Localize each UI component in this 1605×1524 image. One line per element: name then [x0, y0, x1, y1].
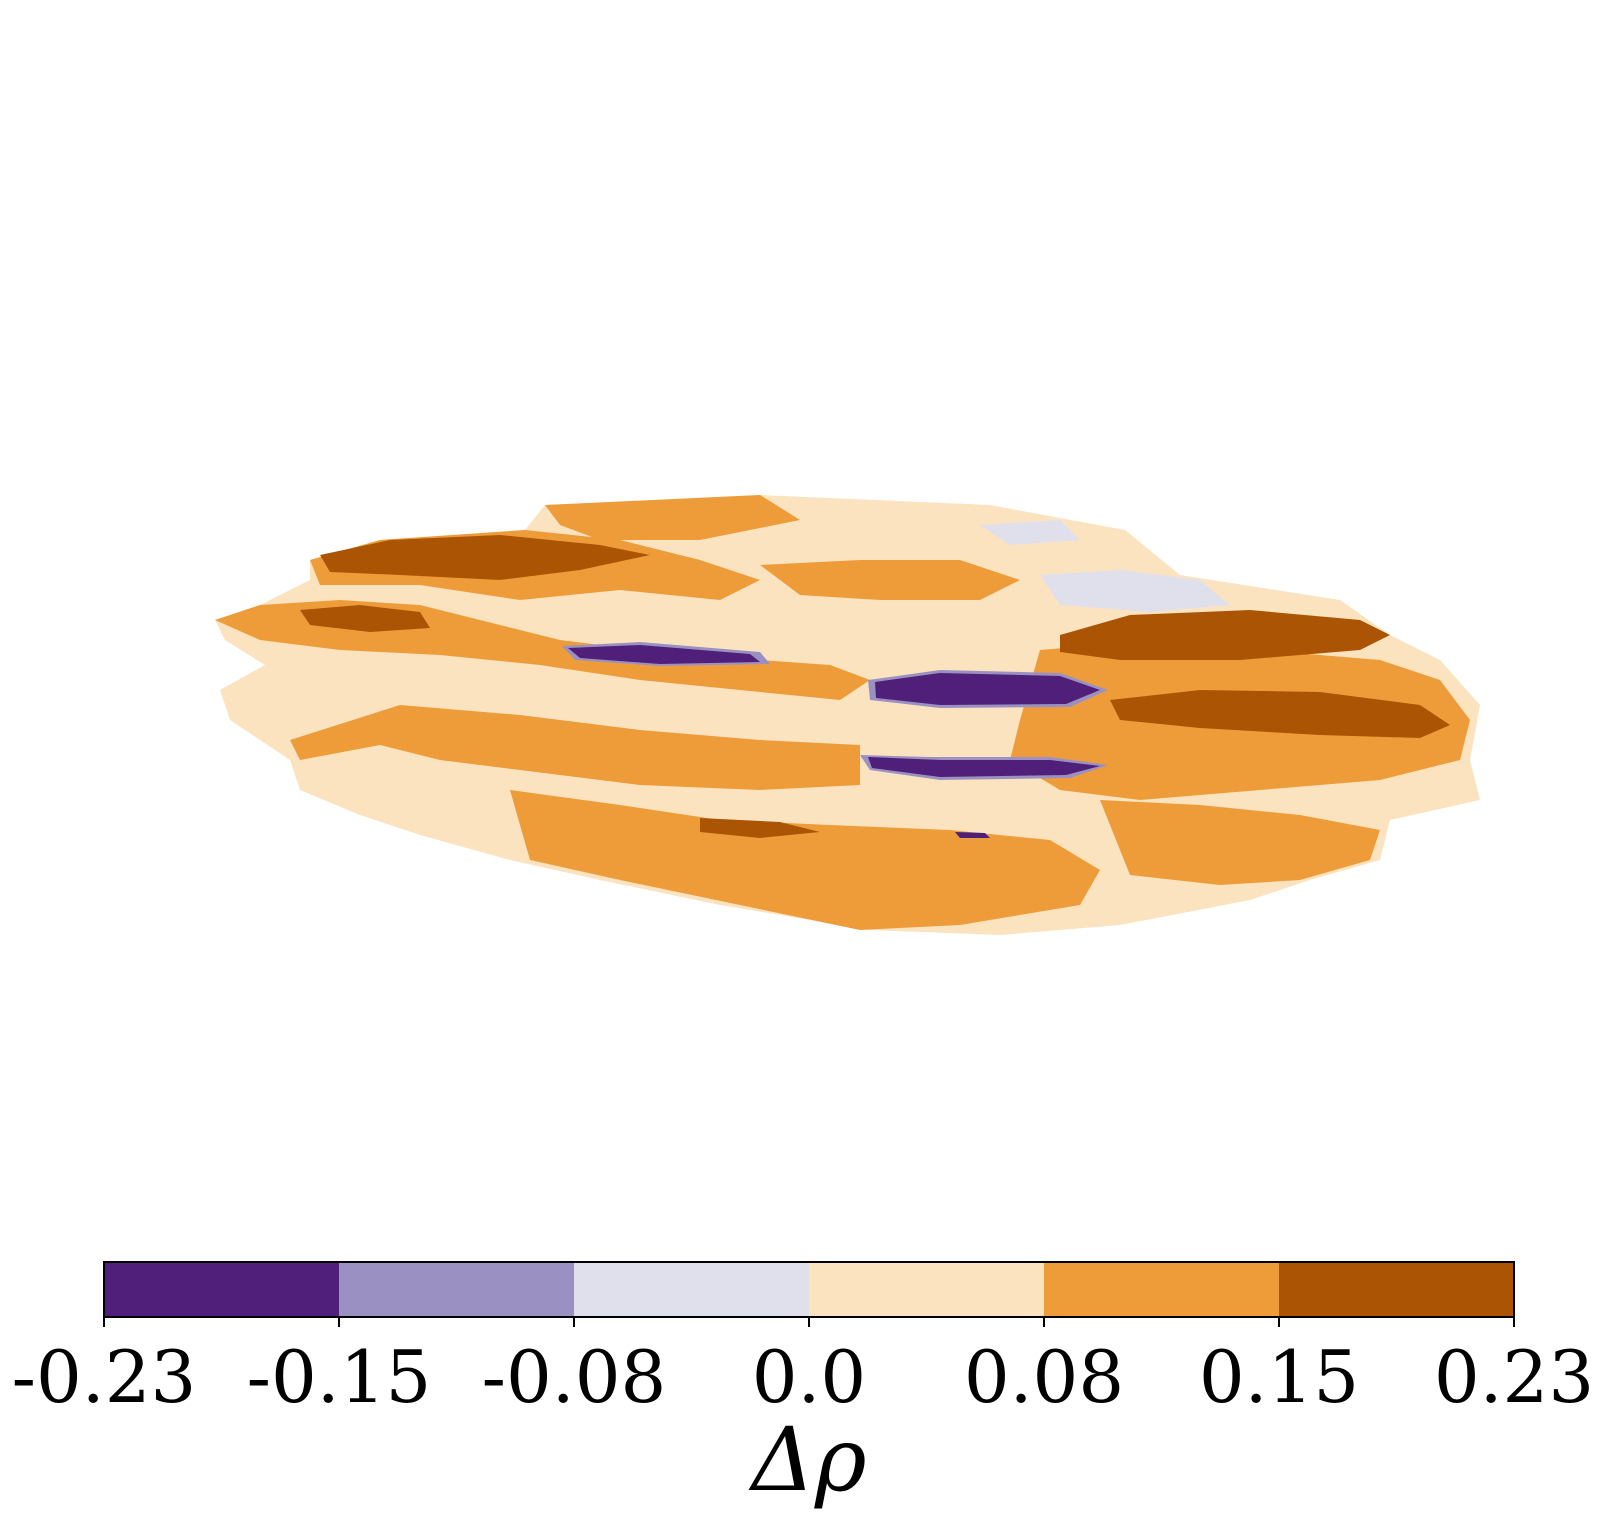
field-region-dark-3: [1060, 610, 1390, 660]
field-region-purple-1: [568, 645, 760, 664]
colorbar-tick-label: -0.15: [247, 1335, 432, 1419]
field-region-orange-1: [545, 495, 800, 540]
colorbar-label: Δρ: [748, 1408, 867, 1511]
field-region-orange-4: [290, 705, 860, 790]
colorbar: -0.23 -0.15 -0.08 0.0 0.08 0.15 0.23 Δρ: [12, 1261, 1594, 1511]
field-region-orange-8: [760, 560, 1020, 600]
colorbar-segment: [574, 1262, 810, 1317]
field-region-dark-1: [320, 535, 650, 580]
field-region-orange-5: [510, 790, 1100, 930]
colorbar-segment: [339, 1262, 575, 1317]
colorbar-ticks: -0.23 -0.15 -0.08 0.0 0.08 0.15 0.23: [12, 1317, 1594, 1419]
colorbar-tick-label: 0.23: [1434, 1335, 1594, 1419]
colorbar-tick-label: 0.0: [752, 1335, 867, 1419]
field-region-purple-3: [868, 757, 1100, 777]
field-region-lavender-1: [980, 520, 1080, 545]
colorbar-tick-label: 0.08: [964, 1335, 1124, 1419]
colorbar-segment: [1279, 1262, 1515, 1317]
colorbar-segments: [104, 1262, 1515, 1317]
colorbar-tick-label: -0.08: [482, 1335, 667, 1419]
colorbar-segment: [1044, 1262, 1280, 1317]
field-region-dark-4: [1110, 690, 1450, 738]
field-region-purple-2: [875, 673, 1100, 705]
colorbar-segment: [104, 1262, 340, 1317]
density-field-map: [215, 495, 1480, 935]
colorbar-tick-label: -0.23: [12, 1335, 197, 1419]
field-region-dark-5: [700, 818, 820, 838]
field-region-dark-2: [300, 605, 430, 632]
colorbar-tick-label: 0.15: [1199, 1335, 1359, 1419]
field-region-orange-7: [1100, 800, 1380, 885]
field-region-lavender-2: [1040, 570, 1230, 612]
colorbar-segment: [809, 1262, 1045, 1317]
field-region-purple-4: [955, 832, 990, 838]
